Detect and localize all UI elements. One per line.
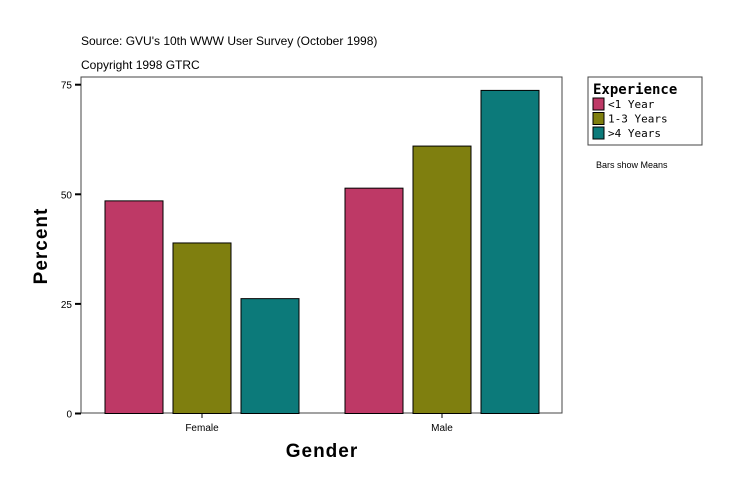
bars	[104, 89, 540, 415]
legend-label: 1-3 Years	[608, 113, 668, 126]
bar-male-0	[344, 187, 404, 414]
legend-box	[587, 76, 703, 146]
x-tick-label: Male	[431, 423, 453, 434]
bar-female-0	[104, 200, 164, 414]
bar-male-2	[480, 89, 540, 414]
x-tick-label: Female	[185, 423, 219, 434]
legend-swatch	[592, 126, 605, 140]
y-axis-title: Percent	[31, 208, 52, 285]
y-axis: 0 25 50 75	[61, 81, 81, 421]
legend: Experience <1 Year 1-3 Years>4 Years	[587, 76, 703, 146]
bar-male-1	[412, 145, 472, 415]
source-line: Source: GVU's 10th WWW User Survey (Octo…	[81, 34, 377, 48]
legend-label: >4 Years	[608, 127, 661, 140]
legend-title: Experience	[593, 82, 677, 98]
bar-female-1	[172, 242, 232, 414]
y-tick-label: 0	[66, 410, 72, 421]
legend-swatch	[592, 112, 605, 125]
y-tick-label: 50	[61, 190, 73, 201]
bar-female-2	[240, 298, 300, 414]
y-tick-label: 75	[61, 81, 73, 92]
x-axis-title: Gender	[286, 441, 359, 462]
x-axis: Female Male	[185, 413, 453, 434]
legend-label: <1 Year	[608, 98, 655, 111]
legend-swatch	[592, 97, 605, 111]
bars-note: Bars show Means	[596, 160, 668, 170]
copyright-line: Copyright 1998 GTRC	[81, 58, 200, 72]
y-tick-label: 25	[61, 300, 73, 311]
